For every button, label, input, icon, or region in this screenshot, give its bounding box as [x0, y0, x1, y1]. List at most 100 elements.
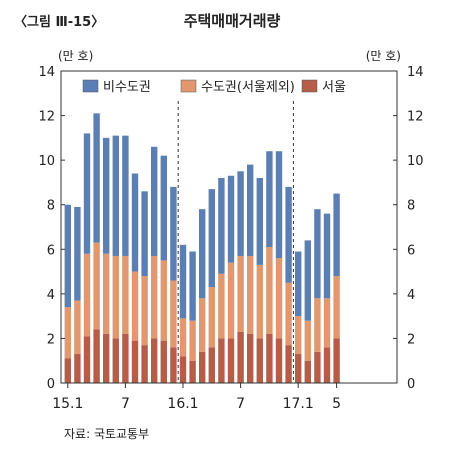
y-tick-label-right: 8 [407, 199, 415, 214]
bar-segment-seoul [218, 338, 225, 383]
bar-segment-capital-area [304, 320, 311, 361]
bar-segment-non-capital [275, 151, 283, 259]
bar-segment-capital-area [199, 298, 206, 352]
bar-segment-seoul [93, 329, 100, 383]
legend-swatch [82, 79, 99, 93]
bar-segment-capital-area [237, 255, 244, 332]
y-tick-label-left: 12 [38, 110, 55, 125]
bar-segment-non-capital [227, 175, 235, 263]
bar-segment-capital-area [208, 287, 215, 348]
bar-segment-seoul [227, 338, 235, 383]
bar-segment-non-capital [314, 209, 321, 299]
bar-segment-capital-area [285, 282, 292, 346]
bar-segment-seoul [160, 340, 167, 383]
bar-segment-non-capital [199, 209, 206, 299]
bar-segment-seoul [275, 338, 283, 383]
y-tick-label-right: 4 [407, 288, 415, 303]
bar-segment-non-capital [323, 213, 331, 299]
bar-segment-non-capital [131, 173, 139, 272]
bar-segment-non-capital [218, 177, 225, 274]
chart-title: 주택매매거래량 [184, 12, 281, 30]
bar-segment-non-capital [74, 206, 81, 301]
y-tick-label-left: 0 [47, 377, 55, 392]
bar-segment-non-capital [64, 204, 71, 308]
bar-segment-seoul [256, 338, 263, 383]
bar-segment-capital-area [314, 298, 321, 352]
bar-segment-capital-area [170, 280, 177, 348]
bar-segment-capital-area [247, 255, 254, 334]
bar-segment-capital-area [333, 276, 340, 339]
bar-segment-seoul [266, 333, 273, 383]
bar-segment-non-capital [304, 240, 311, 321]
bar-segment-seoul [208, 347, 215, 383]
bar-segment-non-capital [170, 186, 177, 281]
legend-label: 서울 [322, 80, 346, 95]
bar-segment-non-capital [208, 189, 215, 288]
bar-segment-seoul [189, 360, 196, 383]
y-tick-label-left: 8 [47, 199, 55, 214]
bar-segment-non-capital [189, 251, 196, 321]
bar-segment-capital-area [74, 300, 81, 355]
figure-label: 〈그림 Ⅲ-15〉 [14, 14, 104, 30]
legend-label: 수도권(서울제외) [201, 80, 295, 95]
bar-segment-capital-area [179, 318, 187, 357]
bar-segment-capital-area [275, 258, 283, 339]
bar-segment-non-capital [83, 133, 91, 254]
bar-segment-seoul [285, 345, 292, 383]
y-tick-label-left: 2 [47, 332, 55, 347]
bar-segment-non-capital [256, 177, 263, 265]
y-tick-label-right: 2 [407, 332, 415, 347]
y-tick-label-left: 10 [38, 154, 55, 169]
bar-segment-capital-area [189, 320, 196, 361]
legend-swatch [301, 79, 318, 93]
y-tick-label-right: 10 [407, 154, 424, 169]
y-tick-label-right: 0 [407, 377, 415, 392]
y-axis-unit-left: (만 호) [58, 49, 93, 63]
bar-segment-capital-area [83, 253, 91, 337]
y-tick-label-left: 6 [47, 243, 55, 258]
bar-segment-seoul [295, 354, 302, 383]
bar-segment-seoul [179, 356, 187, 383]
bar-segment-non-capital [333, 193, 340, 277]
bar-segment-non-capital [266, 151, 273, 248]
bar-segment-non-capital [285, 186, 292, 283]
bar-segment-capital-area [112, 255, 119, 339]
bar-segment-non-capital [141, 191, 148, 277]
bar-segment-seoul [247, 333, 254, 383]
bar-segment-capital-area [141, 276, 148, 346]
bar-segment-seoul [237, 331, 244, 383]
bar-segment-non-capital [160, 155, 167, 261]
y-tick-label-left: 4 [47, 288, 55, 303]
bar-segment-seoul [122, 333, 129, 383]
bar-segment-capital-area [266, 247, 273, 334]
plot-frame [60, 70, 398, 384]
bar-segment-seoul [170, 347, 177, 383]
bar-segment-non-capital [151, 146, 158, 256]
y-tick-label-right: 14 [407, 65, 424, 80]
bar-segment-capital-area [64, 307, 71, 359]
legend-swatch [180, 79, 197, 93]
bar-segment-capital-area [323, 298, 331, 348]
source-note: 자료: 국토교통부 [64, 427, 149, 441]
bar-segment-seoul [199, 351, 206, 383]
bar-segment-seoul [64, 358, 71, 383]
y-tick-label-right: 6 [407, 243, 415, 258]
bar-segment-seoul [151, 338, 158, 383]
x-tick-label: 16.1 [167, 396, 198, 412]
y-axis-unit-right: (만 호) [366, 49, 401, 63]
legend-label: 비수도권 [103, 80, 151, 95]
x-tick-label: 5 [332, 396, 341, 412]
bar-segment-seoul [333, 338, 340, 383]
bar-segment-non-capital [93, 113, 100, 243]
bar-segment-capital-area [218, 273, 225, 339]
bar-segment-non-capital [103, 137, 110, 254]
bar-segment-seoul [83, 336, 91, 383]
bar-segment-capital-area [151, 255, 158, 339]
bar-segment-capital-area [256, 264, 263, 339]
bar-segment-capital-area [131, 271, 139, 341]
bar-segment-seoul [131, 340, 139, 383]
y-tick-label-right: 12 [407, 110, 424, 125]
bar-segment-non-capital [247, 164, 254, 256]
bar-segment-non-capital [122, 135, 129, 256]
